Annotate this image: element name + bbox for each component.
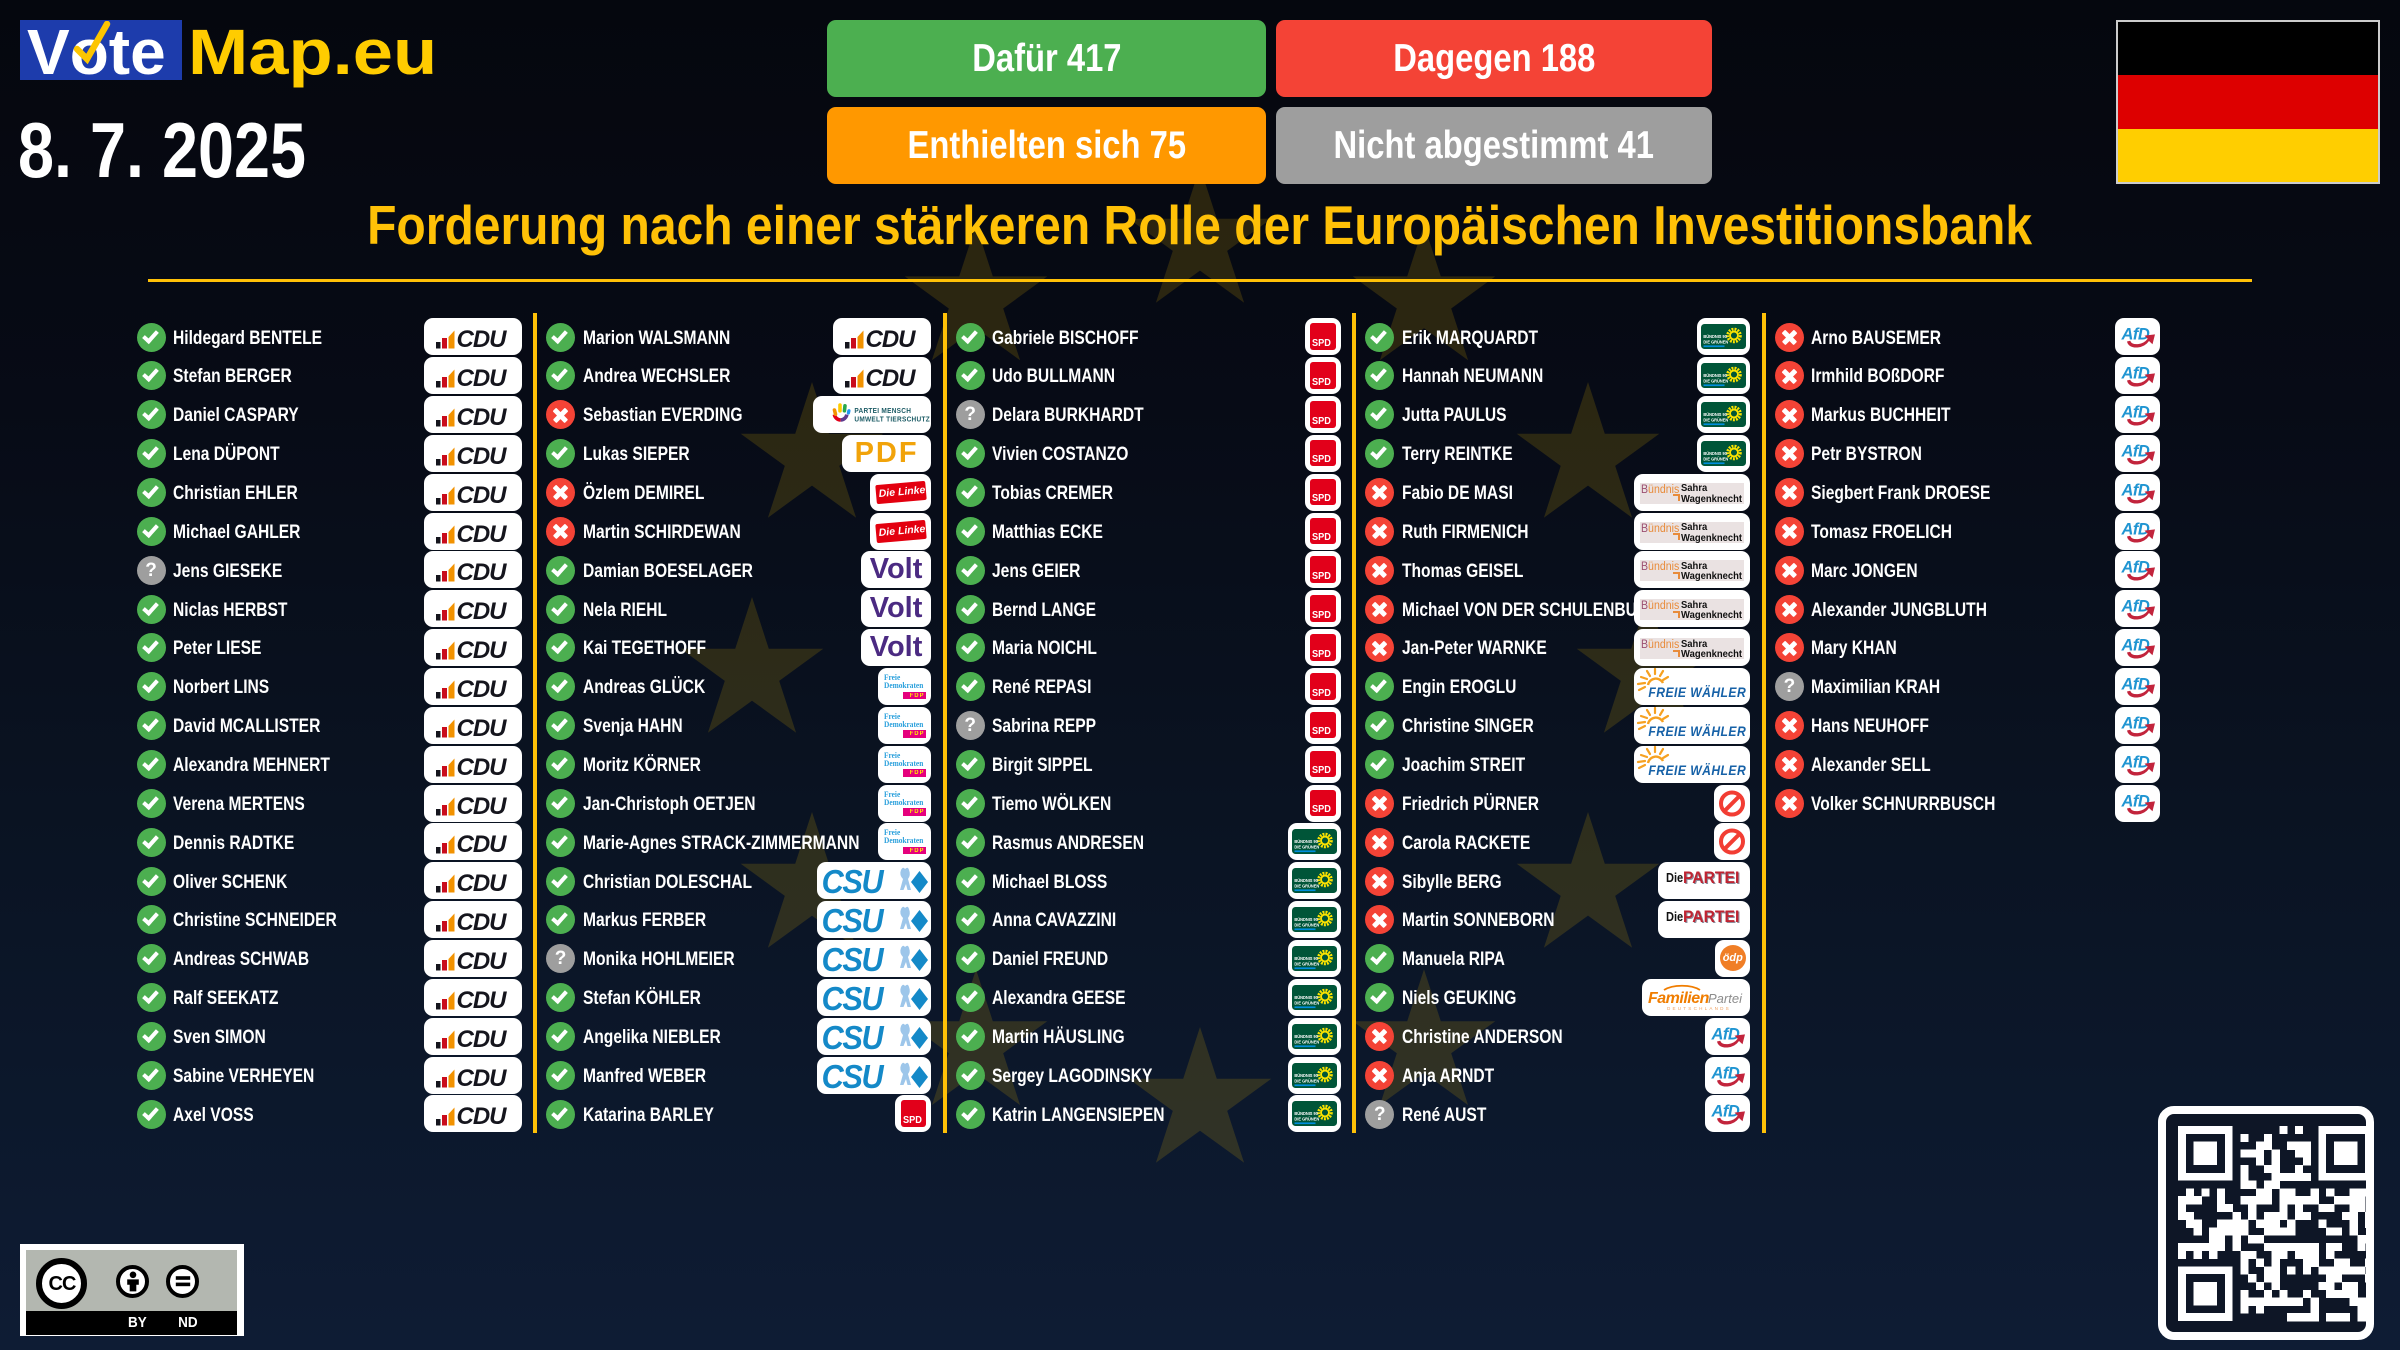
svg-text:AfD: AfD (2120, 792, 2149, 810)
svg-text:CSU: CSU (822, 902, 885, 938)
svg-text:AfD: AfD (2120, 714, 2149, 732)
svg-text:BÜNDNIS 90: BÜNDNIS 90 (1704, 373, 1728, 378)
svg-text:BÜNDNIS 90: BÜNDNIS 90 (1294, 1034, 1318, 1039)
svg-text:DEUTSCHLANDS: DEUTSCHLANDS (1667, 1006, 1731, 1011)
svg-text:CDU: CDU (456, 598, 507, 625)
svg-text:PARTEI MENSCH: PARTEI MENSCH (854, 408, 911, 415)
svg-text:CDU: CDU (456, 987, 507, 1014)
svg-text:CDU: CDU (456, 676, 507, 703)
svg-text:DIE GRÜNEN: DIE GRÜNEN (1704, 417, 1729, 422)
svg-text:DIE GRÜNEN: DIE GRÜNEN (1704, 340, 1729, 345)
svg-text:UMWELT TIERSCHUTZ: UMWELT TIERSCHUTZ (854, 416, 930, 423)
svg-text:Familien: Familien (1648, 990, 1710, 1007)
svg-text:CSU: CSU (822, 980, 885, 1016)
svg-text:CDU: CDU (456, 715, 507, 742)
svg-text:AfD: AfD (2120, 520, 2149, 538)
svg-text:CDU: CDU (866, 365, 917, 392)
svg-text:Partei: Partei (1708, 991, 1743, 1006)
svg-text:AfD: AfD (1711, 1103, 1740, 1121)
svg-text:AfD: AfD (1711, 1064, 1740, 1082)
svg-text:AfD: AfD (2120, 404, 2149, 422)
svg-text:CDU: CDU (866, 326, 917, 353)
svg-text:DIE GRÜNEN: DIE GRÜNEN (1294, 961, 1319, 966)
svg-text:BÜNDNIS 90: BÜNDNIS 90 (1704, 334, 1728, 339)
svg-text:BÜNDNIS 90: BÜNDNIS 90 (1704, 451, 1728, 456)
svg-text:BÜNDNIS 90: BÜNDNIS 90 (1294, 1111, 1318, 1116)
svg-text:CDU: CDU (456, 754, 507, 781)
svg-text:AfD: AfD (2120, 637, 2149, 655)
svg-text:DIE GRÜNEN: DIE GRÜNEN (1294, 884, 1319, 889)
svg-text:CDU: CDU (456, 831, 507, 858)
svg-text:AfD: AfD (2120, 598, 2149, 616)
svg-text:CDU: CDU (456, 1065, 507, 1092)
svg-text:AfD: AfD (2120, 365, 2149, 383)
svg-text:CDU: CDU (456, 365, 507, 392)
svg-text:CDU: CDU (456, 948, 507, 975)
svg-text:CDU: CDU (456, 326, 507, 353)
svg-text:CSU: CSU (822, 863, 885, 899)
svg-text:DIE GRÜNEN: DIE GRÜNEN (1294, 1078, 1319, 1083)
svg-text:DIE GRÜNEN: DIE GRÜNEN (1294, 922, 1319, 927)
svg-text:CC: CC (48, 1273, 75, 1295)
svg-text:CDU: CDU (456, 1026, 507, 1053)
svg-text:BÜNDNIS 90: BÜNDNIS 90 (1294, 839, 1318, 844)
svg-text:AfD: AfD (2120, 559, 2149, 577)
svg-text:CDU: CDU (456, 870, 507, 897)
svg-text:BÜNDNIS 90: BÜNDNIS 90 (1704, 412, 1728, 417)
svg-text:AfD: AfD (2120, 676, 2149, 694)
svg-text:FREIE WÄHLER: FREIE WÄHLER (1649, 762, 1747, 778)
svg-text:DIE GRÜNEN: DIE GRÜNEN (1704, 378, 1729, 383)
svg-text:DIE GRÜNEN: DIE GRÜNEN (1294, 845, 1319, 850)
svg-text:BÜNDNIS 90: BÜNDNIS 90 (1294, 917, 1318, 922)
svg-text:CSU: CSU (822, 941, 885, 977)
svg-text:AfD: AfD (2120, 442, 2149, 460)
svg-text:AfD: AfD (2120, 753, 2149, 771)
svg-text:CDU: CDU (456, 521, 507, 548)
svg-text:AfD: AfD (2120, 326, 2149, 344)
svg-text:CSU: CSU (822, 1019, 885, 1055)
svg-text:DIE GRÜNEN: DIE GRÜNEN (1294, 1039, 1319, 1044)
svg-text:FREIE WÄHLER: FREIE WÄHLER (1649, 684, 1747, 700)
svg-text:CDU: CDU (456, 482, 507, 509)
svg-text:CDU: CDU (456, 443, 507, 470)
svg-text:CSU: CSU (822, 1058, 885, 1094)
svg-text:DIE GRÜNEN: DIE GRÜNEN (1704, 456, 1729, 461)
svg-text:BÜNDNIS 90: BÜNDNIS 90 (1294, 1072, 1318, 1077)
svg-text:AfD: AfD (2120, 481, 2149, 499)
svg-text:CDU: CDU (456, 793, 507, 820)
svg-text:BÜNDNIS 90: BÜNDNIS 90 (1294, 995, 1318, 1000)
svg-text:CDU: CDU (456, 1103, 507, 1130)
svg-text:DIE GRÜNEN: DIE GRÜNEN (1294, 1000, 1319, 1005)
svg-text:CDU: CDU (456, 909, 507, 936)
svg-text:CDU: CDU (456, 637, 507, 664)
svg-text:DIE GRÜNEN: DIE GRÜNEN (1294, 1117, 1319, 1122)
svg-text:CDU: CDU (456, 559, 507, 586)
svg-text:AfD: AfD (1711, 1025, 1740, 1043)
svg-text:BÜNDNIS 90: BÜNDNIS 90 (1294, 956, 1318, 961)
svg-text:CDU: CDU (456, 404, 507, 431)
svg-text:FREIE WÄHLER: FREIE WÄHLER (1649, 723, 1747, 739)
svg-text:BÜNDNIS 90: BÜNDNIS 90 (1294, 878, 1318, 883)
